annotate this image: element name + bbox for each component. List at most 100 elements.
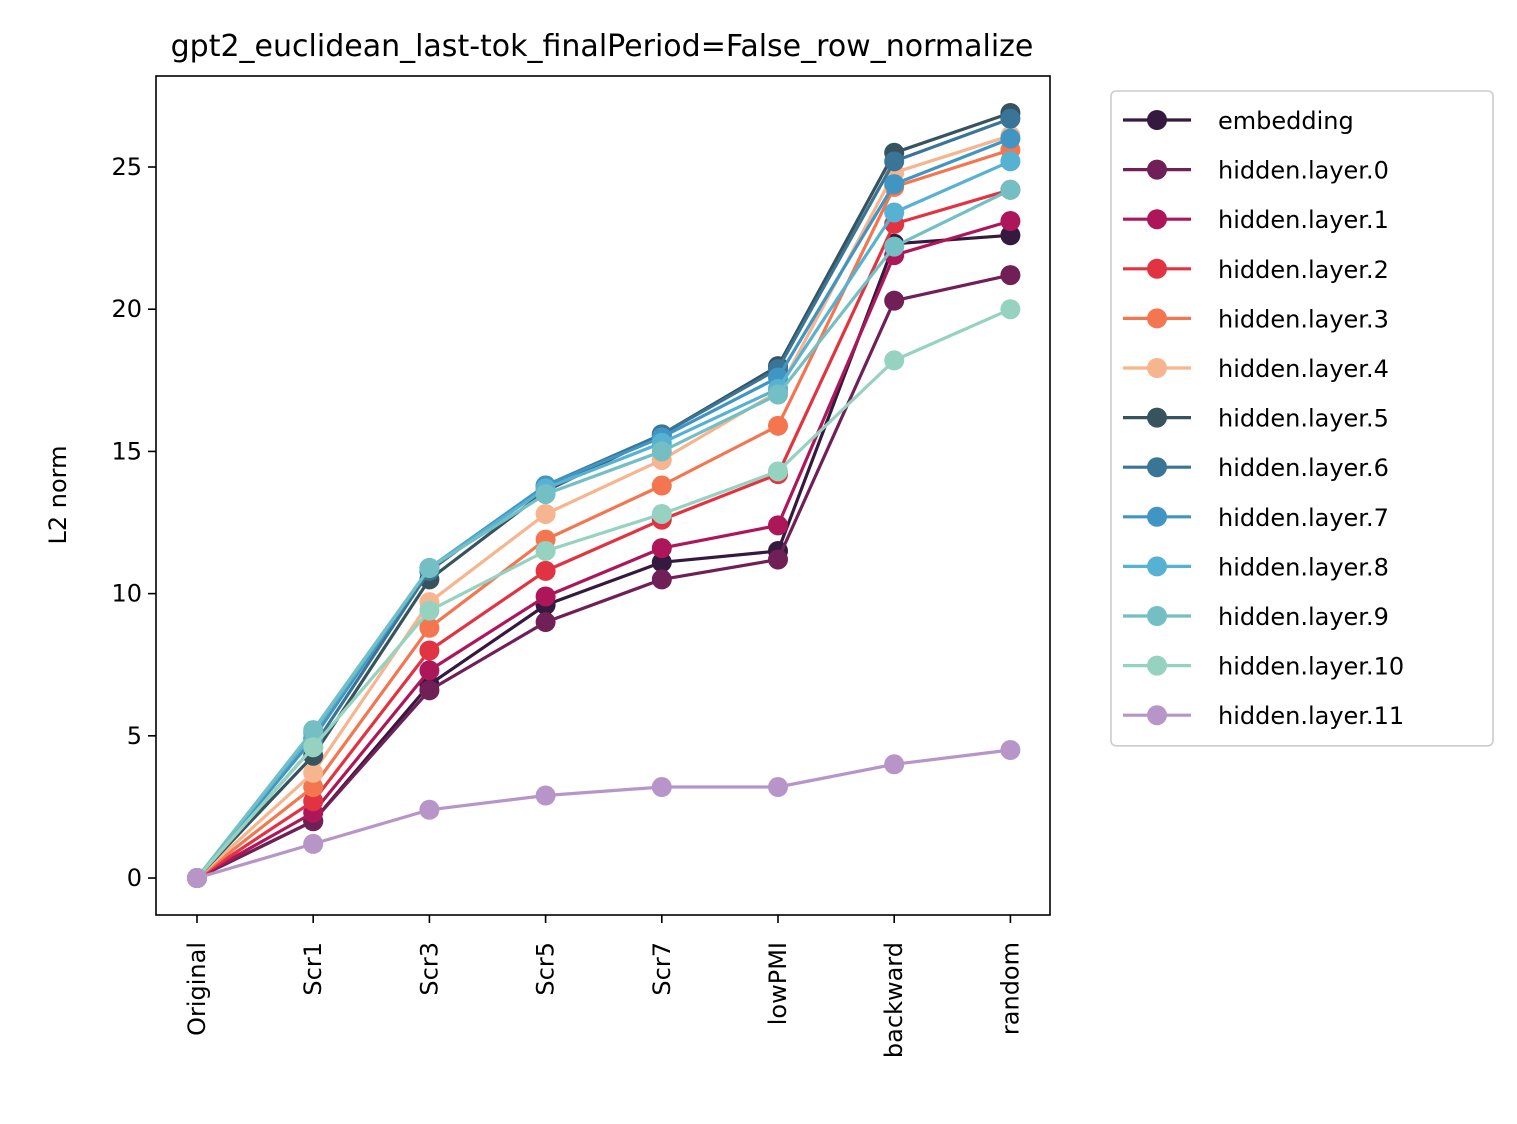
data-point [1000, 740, 1021, 761]
y-tick-label: 20 [111, 295, 142, 323]
legend-label: hidden.layer.11 [1218, 702, 1404, 730]
series-line [196, 188, 1011, 880]
y-tick-label: 15 [111, 437, 142, 465]
data-point [651, 503, 672, 524]
series-line [195, 137, 1011, 880]
x-tick-label: random [996, 942, 1024, 1035]
data-point [884, 174, 905, 195]
x-tick-label: Scr1 [299, 942, 327, 996]
chart-title: gpt2_euclidean_last-tok_finalPeriod=Fals… [171, 29, 1034, 64]
legend-swatch-marker [1147, 407, 1167, 428]
legend-item: hidden.layer.5 [1123, 405, 1389, 433]
legend-label: hidden.layer.8 [1218, 553, 1389, 581]
series-hidden-layer-11 [187, 740, 1021, 889]
data-point [187, 868, 207, 889]
data-point [1000, 108, 1021, 129]
legend-swatch-marker [1147, 606, 1167, 626]
data-point [303, 762, 324, 783]
series-line [196, 273, 1011, 880]
legend-item: hidden.layer.7 [1123, 504, 1389, 532]
data-point [1000, 179, 1021, 200]
data-point [651, 538, 672, 559]
data-point [768, 384, 788, 405]
legend-label: hidden.layer.9 [1218, 603, 1389, 631]
data-point [303, 737, 324, 758]
x-tick-label: Original [183, 942, 211, 1036]
legend-swatch-marker [1147, 457, 1167, 478]
data-point [651, 569, 672, 590]
data-point [535, 586, 556, 607]
series-line [195, 188, 1012, 879]
legend-label: hidden.layer.4 [1218, 355, 1389, 383]
legend-swatch-marker [1147, 110, 1167, 130]
legend-item: hidden.layer.9 [1123, 603, 1389, 631]
data-point [419, 799, 440, 820]
series-line [195, 307, 1012, 880]
data-point [303, 720, 324, 741]
legend-label: hidden.layer.1 [1218, 206, 1389, 234]
series-line [196, 748, 1011, 880]
legend-item: embedding [1123, 107, 1354, 135]
series-hidden-layer-10 [187, 299, 1021, 889]
legend-swatch-marker [1147, 159, 1167, 180]
legend-label: hidden.layer.5 [1218, 405, 1389, 433]
data-point [419, 660, 440, 681]
legend-label: hidden.layer.10 [1218, 653, 1404, 681]
data-point [768, 461, 788, 482]
y-axis-label: L2 norm [44, 446, 72, 545]
x-axis: Original Scr1 Scr3 Scr5 Scr7 lowPMI backward ra… [183, 915, 1024, 1058]
data-point [1000, 151, 1021, 172]
x-tick-label: backward [880, 942, 908, 1058]
plot-lines [187, 102, 1021, 889]
legend-item: hidden.layer.2 [1123, 256, 1389, 284]
series-line [195, 134, 1011, 880]
series-hidden-layer-9 [187, 179, 1021, 889]
data-point [419, 600, 440, 621]
data-point [419, 680, 440, 701]
data-point [1000, 265, 1021, 286]
legend-swatch-marker [1147, 209, 1167, 230]
data-point [303, 833, 324, 854]
data-point [884, 290, 905, 311]
data-point [768, 415, 788, 436]
legend-label: hidden.layer.2 [1218, 256, 1389, 284]
x-tick-label: Scr7 [648, 942, 676, 996]
y-tick-label: 25 [111, 153, 142, 181]
data-point [303, 791, 324, 812]
data-point [535, 612, 556, 633]
legend-label: hidden.layer.3 [1218, 305, 1389, 333]
data-point [535, 540, 556, 561]
data-point [535, 484, 556, 505]
data-point [1000, 225, 1021, 246]
legend-swatch-marker [1147, 358, 1167, 378]
data-point [768, 515, 788, 536]
data-point [1000, 211, 1021, 232]
legend-swatch-marker [1147, 506, 1167, 527]
data-point [768, 777, 788, 798]
data-point [651, 441, 672, 462]
legend-label: hidden.layer.0 [1218, 157, 1389, 185]
x-tick-label: Scr3 [415, 942, 443, 996]
data-point [768, 549, 788, 570]
legend-label: hidden.layer.7 [1218, 504, 1389, 532]
data-point [884, 202, 905, 223]
plot-frame [155, 75, 1051, 916]
data-point [651, 552, 672, 573]
legend-item: hidden.layer.3 [1123, 305, 1389, 333]
data-point [884, 350, 905, 371]
legend-item: hidden.layer.1 [1123, 206, 1389, 234]
data-point [651, 777, 672, 798]
data-point [884, 236, 905, 257]
data-point [419, 558, 440, 579]
data-point [419, 617, 440, 638]
legend-swatch-marker [1147, 258, 1167, 279]
data-point [884, 754, 905, 775]
y-axis: 0 5 10 15 20 25 [111, 153, 156, 892]
legend-item: hidden.layer.8 [1123, 553, 1389, 581]
data-point [535, 503, 556, 524]
y-tick-label: 5 [127, 722, 142, 750]
series-line [196, 219, 1011, 880]
legend-label: embedding [1218, 107, 1354, 135]
legend-swatch-marker [1147, 556, 1167, 577]
legend-item: hidden.layer.4 [1123, 355, 1389, 383]
